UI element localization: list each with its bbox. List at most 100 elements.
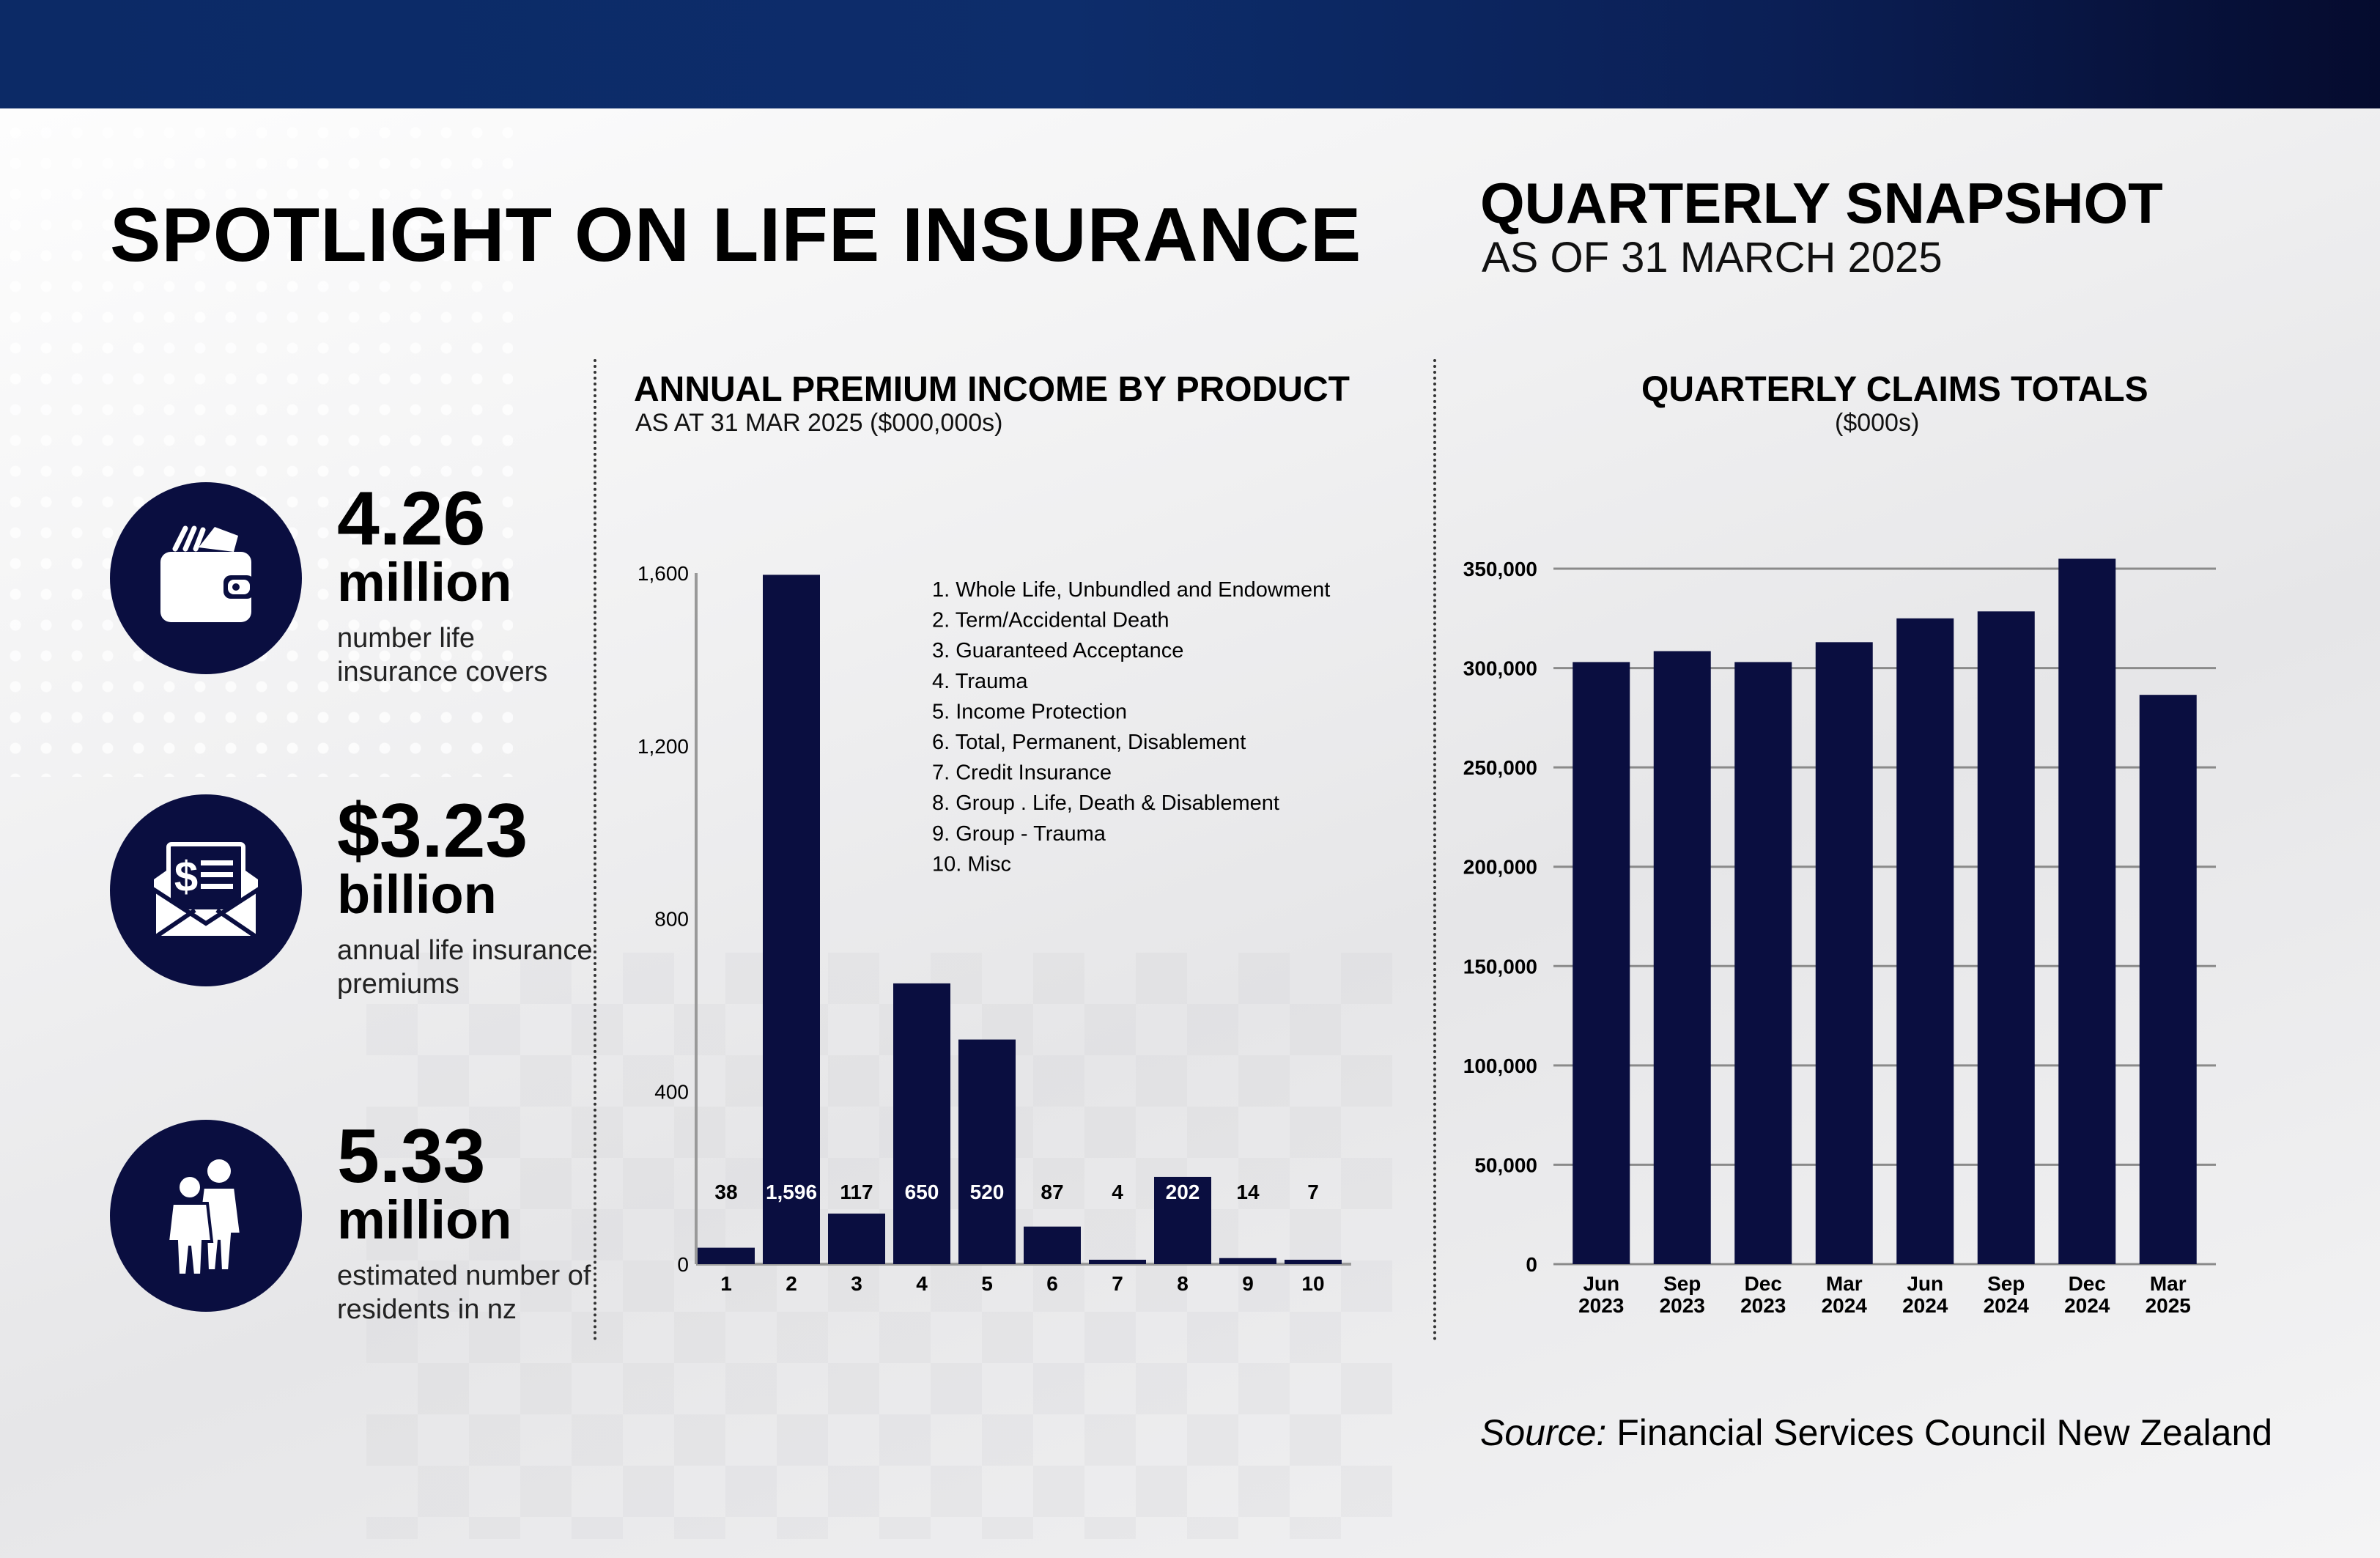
x-tick-month: Mar: [1826, 1272, 1863, 1295]
source-note: Source: Financial Services Council New Z…: [1480, 1411, 2272, 1454]
legend-entry: 9. Group - Trauma: [932, 822, 1106, 846]
premium-income-chart: 04008001,2001,6003811,596211736504520587…: [638, 562, 1351, 1295]
y-tick-label: 350,000: [1463, 558, 1537, 580]
bar-mar-2024: [1815, 642, 1873, 1264]
bar-product-3: [828, 1214, 885, 1264]
page-title: SPOTLIGHT ON LIFE INSURANCE: [110, 193, 1362, 278]
x-tick-label: 7: [1112, 1272, 1123, 1295]
bar-dec-2023: [1734, 662, 1792, 1264]
data-label: 1,596: [766, 1181, 817, 1203]
data-label: 117: [840, 1181, 873, 1203]
x-tick-year: 2023: [1660, 1294, 1705, 1317]
legend-entry: 6. Total, Permanent, Disablement: [932, 731, 1246, 754]
wallet-icon: [160, 525, 254, 622]
y-tick-label: 0: [677, 1253, 689, 1276]
x-tick-month: Sep: [1663, 1272, 1701, 1295]
y-tick-label: 50,000: [1474, 1153, 1537, 1176]
bar-product-4: [893, 983, 950, 1264]
x-tick-label: 6: [1046, 1272, 1058, 1295]
legend-entry: 2. Term/Accidental Death: [932, 609, 1169, 632]
x-tick-label: 10: [1301, 1272, 1324, 1295]
x-tick-month: Dec: [2069, 1272, 2106, 1295]
claims-chart-subtitle: ($000s): [1835, 409, 1920, 437]
data-label: 4: [1112, 1181, 1123, 1203]
stat-unit: billion: [337, 864, 497, 925]
stat-icon-circle: [110, 1120, 302, 1312]
svg-text:$: $: [174, 853, 198, 901]
x-tick-label: 8: [1177, 1272, 1189, 1295]
x-tick-month: Sep: [1987, 1272, 2025, 1295]
y-tick-label: 250,000: [1463, 756, 1537, 779]
stat-value: $3.23: [337, 789, 528, 874]
bar-product-9: [1219, 1258, 1276, 1264]
x-tick-label: Dec 2023: [1740, 1272, 1786, 1317]
divider-left: [594, 359, 596, 1341]
data-label: 650: [905, 1181, 939, 1203]
claims-chart-title: QUARTERLY CLAIMS TOTALS: [1641, 370, 2148, 409]
bar-product-10: [1285, 1260, 1342, 1264]
stat-description: estimated number of residents in nz: [337, 1260, 591, 1325]
x-tick-year: 2023: [1578, 1294, 1624, 1317]
legend-entry: 4. Trauma: [932, 670, 1028, 693]
stat-value: 5.33: [337, 1114, 486, 1199]
stat-icon-circle: [110, 482, 302, 674]
stat-description: annual life insurance premiums: [337, 935, 593, 1000]
bar-sep-2024: [1977, 611, 2035, 1264]
x-tick-label: 1: [720, 1272, 732, 1295]
legend-entry: 3. Guaranteed Acceptance: [932, 639, 1183, 662]
bar-product-5: [958, 1039, 1016, 1264]
bar-jun-2024: [1896, 618, 1954, 1264]
x-tick-month: Dec: [1745, 1272, 1782, 1295]
header-band: [0, 0, 2380, 108]
divider-right: [1433, 359, 1436, 1341]
source-label: Source:: [1480, 1412, 1607, 1453]
bar-product-1: [698, 1247, 755, 1264]
y-tick-label: 0: [1526, 1253, 1537, 1276]
stat-unit: million: [337, 1189, 512, 1250]
bar-sep-2023: [1653, 651, 1711, 1264]
y-tick-label: 200,000: [1463, 856, 1537, 879]
x-tick-month: Jun: [1583, 1272, 1619, 1295]
source-text: Financial Services Council New Zealand: [1616, 1412, 2273, 1453]
y-tick-label: 300,000: [1463, 657, 1537, 680]
y-tick-label: 1,200: [638, 735, 689, 758]
stat-residents: 5.33 million estimated number of residen…: [110, 1114, 608, 1340]
x-tick-label: Sep 2023: [1660, 1272, 1705, 1317]
legend-entry: 7. Credit Insurance: [932, 761, 1112, 785]
y-tick-label: 400: [654, 1080, 689, 1103]
legend-entry: 5. Income Protection: [932, 700, 1127, 723]
x-tick-month: Jun: [1907, 1272, 1943, 1295]
x-tick-label: Mar 2024: [1822, 1272, 1868, 1317]
data-label: 14: [1236, 1181, 1260, 1203]
snapshot-title: QUARTERLY SNAPSHOT: [1480, 171, 2163, 235]
x-tick-label: Dec 2024: [2064, 1272, 2110, 1317]
x-tick-label: 4: [916, 1272, 928, 1295]
x-tick-year: 2024: [1984, 1294, 2030, 1317]
data-label: 87: [1041, 1181, 1063, 1203]
stat-icon-circle: $: [110, 794, 302, 986]
y-tick-label: 150,000: [1463, 955, 1537, 978]
snapshot-subtitle: AS OF 31 MARCH 2025: [1482, 234, 1943, 281]
bar-mar-2025: [2139, 695, 2197, 1264]
x-tick-label: 2: [786, 1272, 797, 1295]
x-tick-year: 2024: [2064, 1294, 2110, 1317]
bar-product-7: [1089, 1260, 1146, 1264]
y-tick-label: 800: [654, 908, 689, 931]
data-label: 38: [714, 1181, 737, 1203]
x-tick-label: 3: [851, 1272, 862, 1295]
people-icon: [166, 1159, 243, 1277]
bar-jun-2023: [1572, 662, 1630, 1264]
legend-entry: 1. Whole Life, Unbundled and Endowment: [932, 578, 1330, 602]
bar-product-8: [1154, 1176, 1211, 1264]
x-tick-year: 2024: [1822, 1294, 1868, 1317]
stat-unit: million: [337, 552, 512, 613]
x-tick-label: Jun 2023: [1578, 1272, 1624, 1317]
legend-entry: 10. Misc: [932, 852, 1011, 876]
premium-chart-title: ANNUAL PREMIUM INCOME BY PRODUCT: [634, 370, 1350, 409]
stat-annual-premiums: $ $3.23 billion annual life insurance pr…: [110, 789, 608, 1014]
x-tick-label: 5: [981, 1272, 993, 1295]
dot-pattern-decoration: [0, 117, 513, 777]
x-tick-label: Jun 2024: [1902, 1272, 1948, 1317]
quarterly-claims-chart: 0 50,000 100,000 150,000 200,000 250,000 300,0…: [1463, 558, 2216, 1317]
envelope-invoice-icon: $: [152, 842, 260, 940]
